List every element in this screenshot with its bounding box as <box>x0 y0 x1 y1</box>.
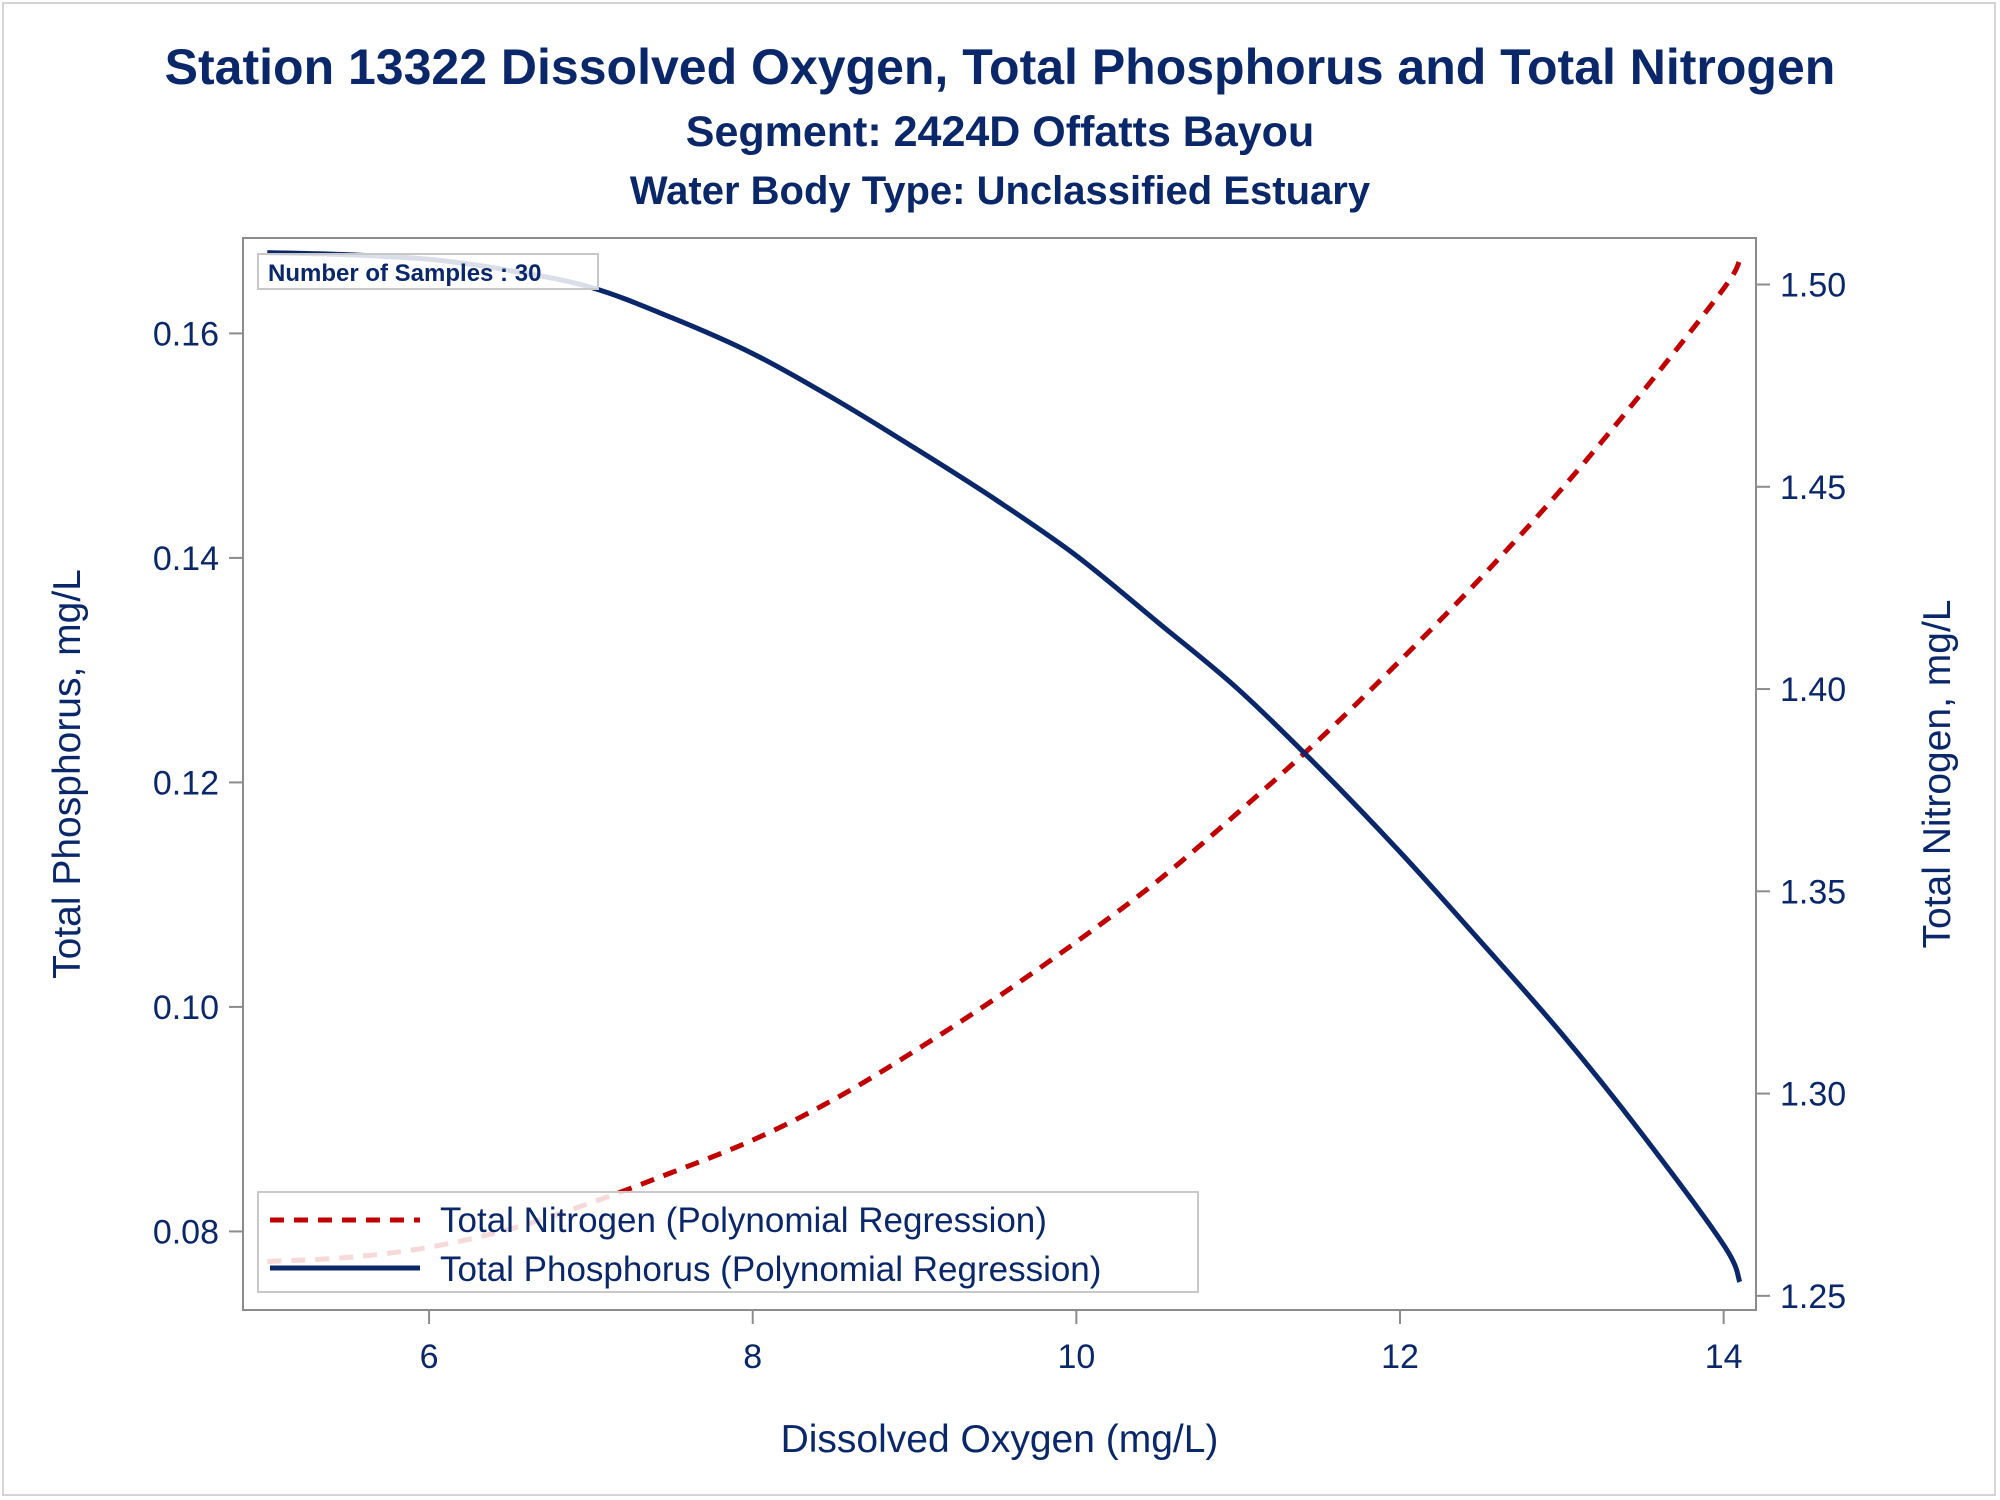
y-axis-right-label: Total Nitrogen, mg/L <box>1916 599 1959 948</box>
y-tick-label: 0.12 <box>153 764 219 802</box>
y-tick-label: 0.14 <box>153 540 219 578</box>
y2-tick-label: 1.35 <box>1780 873 1846 911</box>
legend: Total Nitrogen (Polynomial Regression) T… <box>257 1191 1199 1293</box>
y-tick-label: 0.16 <box>153 315 219 353</box>
chart-title: Station 13322 Dissolved Oxygen, Total Ph… <box>164 39 1836 95</box>
sample-count-border <box>257 253 599 290</box>
y-axis-left: 0.08 0.10 0.12 0.14 0.16 <box>153 315 243 1251</box>
legend-label-nitrogen: Total Nitrogen (Polynomial Regression) <box>440 1201 1047 1240</box>
y2-tick-label: 1.40 <box>1780 671 1846 709</box>
y2-tick-label: 1.30 <box>1780 1076 1846 1114</box>
y-tick-label: 0.08 <box>153 1213 219 1251</box>
series-line-nitrogen <box>267 258 1743 1264</box>
y2-tick-label: 1.45 <box>1780 469 1846 507</box>
y-tick-label: 0.10 <box>153 989 219 1027</box>
legend-label-phosphorus: Total Phosphorus (Polynomial Regression) <box>440 1250 1101 1289</box>
y2-tick-label: 1.50 <box>1780 267 1846 305</box>
legend-border <box>257 1191 1199 1293</box>
sample-count-text: Number of Samples : 30 <box>268 260 541 287</box>
chart-subtitle-2: Water Body Type: Unclassified Estuary <box>629 169 1371 213</box>
x-axis-label: Dissolved Oxygen (mg/L) <box>781 1418 1219 1461</box>
y2-tick-label: 1.25 <box>1780 1278 1846 1316</box>
x-tick-label: 12 <box>1381 1338 1419 1376</box>
x-tick-label: 8 <box>743 1338 762 1376</box>
sample-count-box: Number of Samples : 30 <box>257 253 599 290</box>
x-tick-label: 14 <box>1705 1338 1743 1376</box>
x-axis: 6 8 10 12 14 <box>420 1310 1743 1376</box>
y-axis-right: 1.25 1.30 1.35 1.40 1.45 1.50 <box>1756 267 1846 1316</box>
chart-subtitle: Segment: 2424D Offatts Bayou <box>685 108 1315 156</box>
plot-area <box>242 237 1757 1311</box>
series-layer <box>267 250 1743 1283</box>
x-tick-label: 10 <box>1057 1338 1095 1376</box>
x-tick-label: 6 <box>420 1338 439 1376</box>
y-axis-left-label: Total Phosphorus, mg/L <box>46 569 89 979</box>
series-line-phosphorus <box>267 250 1743 1283</box>
